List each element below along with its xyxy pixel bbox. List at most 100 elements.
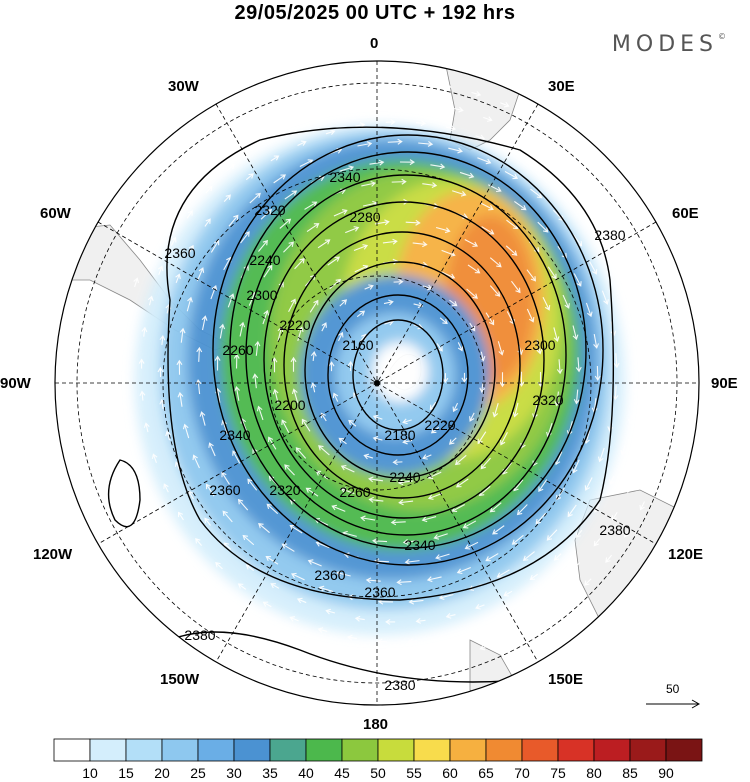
wind-arrow [562, 294, 570, 309]
colorbar-tick-label: 60 [442, 765, 458, 781]
wind-arrow [650, 391, 657, 402]
wind-arrow [387, 138, 403, 145]
wind-arrow [467, 264, 481, 274]
wind-arrow [147, 295, 154, 306]
wind-arrow [389, 659, 400, 665]
wind-arrow [393, 278, 404, 285]
wind-arrow [325, 129, 336, 136]
wind-arrow [542, 296, 551, 311]
wind-arrow [547, 266, 557, 280]
contour-label: 2380 [384, 677, 415, 693]
wind-arrow [205, 185, 213, 194]
contour-label: 2360 [314, 567, 345, 583]
lon-label-120w: 120W [33, 546, 73, 563]
wind-arrow [283, 241, 295, 253]
wind-arrow [492, 403, 499, 418]
wind-arrow [535, 512, 547, 525]
colorbar-tick-label: 50 [370, 765, 386, 781]
wind-arrow [210, 239, 220, 253]
wind-arrow [405, 219, 421, 226]
wind-arrow [553, 132, 563, 139]
wind-arrow [357, 141, 373, 147]
wind-arrow [500, 431, 508, 446]
lon-label-30w: 30W [168, 78, 199, 95]
wind-arrow [221, 471, 230, 485]
contour [166, 126, 615, 601]
wind-arrow [448, 437, 457, 445]
wind-arrow [363, 453, 374, 460]
wind-arrow [611, 511, 618, 521]
contour-label: 2360 [364, 584, 395, 600]
wind-arrow [451, 504, 465, 512]
contour-label: 2240 [249, 252, 280, 268]
wind-arrow [477, 431, 487, 445]
wind-arrow [485, 312, 495, 326]
wind-arrow [455, 478, 469, 488]
wind-arrow [415, 617, 426, 624]
wind-arrow [289, 525, 303, 534]
wind-arrow [618, 198, 626, 208]
wind-arrow [549, 583, 558, 591]
lon-label-90w: 90W [0, 375, 31, 392]
wind-arrow [290, 356, 297, 372]
wind-arrow [139, 390, 146, 401]
wind-arrow [119, 371, 126, 382]
wind-arrow [496, 616, 506, 623]
lon-label-150w: 150W [160, 671, 200, 688]
map-disk [55, 61, 699, 705]
wind-arrow [266, 503, 279, 515]
wind-arrow [427, 492, 443, 500]
contour-label: 2220 [279, 317, 310, 333]
wind-arrow [556, 359, 563, 375]
wind-arrow [408, 598, 424, 605]
colorbar-swatch [53, 738, 91, 762]
colorbar-tick-label: 35 [262, 765, 278, 781]
wind-arrow [176, 359, 183, 375]
contour-label: 2240 [389, 469, 420, 485]
wind-arrow [215, 147, 224, 155]
contour-labels: 2340 2320 2280 2360 2380 2300 2240 2220 2160 2260… [164, 169, 630, 693]
wind-arrow [419, 657, 430, 664]
wind-arrow [157, 265, 164, 275]
wind-arrow [327, 256, 341, 266]
wind-arrow [436, 343, 443, 352]
wind-arrow [554, 391, 561, 407]
contour-label: 2320 [254, 202, 285, 218]
wind-arrow [471, 91, 482, 97]
wind-arrow [175, 273, 181, 283]
wind-arrow [497, 341, 505, 356]
wind-arrow [210, 284, 218, 300]
wind-arrow [307, 559, 322, 567]
wind-arrow [318, 585, 334, 593]
wind-arrow [260, 208, 273, 220]
wind-arrow [147, 495, 154, 505]
wind-arrow [573, 389, 580, 405]
contour-label: 2320 [269, 482, 300, 498]
wind-arrow [446, 125, 457, 132]
wind-arrow [348, 419, 357, 427]
wind-arrow [353, 244, 369, 252]
wind-arrow [368, 476, 384, 483]
wind-arrow [457, 342, 464, 352]
colorbar [53, 738, 703, 762]
wind-arrow [361, 180, 377, 187]
wind-arrow [340, 464, 355, 473]
contour [245, 174, 567, 536]
wind-arrow [399, 159, 415, 166]
wind-arrow [526, 269, 537, 282]
wind-arrow [553, 183, 562, 191]
wind-arrow [223, 194, 231, 203]
wind-arrow [305, 487, 319, 497]
wind-arrow [188, 244, 194, 254]
wind-arrow [635, 225, 642, 235]
contour-label: 2380 [594, 227, 625, 243]
wind-arrow [503, 590, 513, 597]
wind-arrow [346, 634, 357, 641]
wind-arrow [339, 299, 348, 307]
contour-label: 2260 [222, 342, 253, 358]
wind-arrow [332, 392, 339, 402]
wind-arrow [573, 273, 582, 287]
wind-arrow [391, 178, 407, 185]
brand-text: MODES [611, 32, 718, 57]
wind-arrow [639, 501, 645, 511]
